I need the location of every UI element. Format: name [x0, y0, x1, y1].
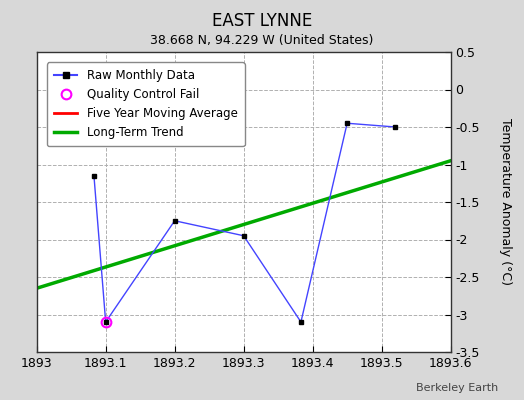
Y-axis label: Temperature Anomaly (°C): Temperature Anomaly (°C): [499, 118, 512, 286]
Text: EAST LYNNE: EAST LYNNE: [212, 12, 312, 30]
Text: Berkeley Earth: Berkeley Earth: [416, 383, 498, 393]
Legend: Raw Monthly Data, Quality Control Fail, Five Year Moving Average, Long-Term Tren: Raw Monthly Data, Quality Control Fail, …: [47, 62, 245, 146]
Text: 38.668 N, 94.229 W (United States): 38.668 N, 94.229 W (United States): [150, 34, 374, 47]
